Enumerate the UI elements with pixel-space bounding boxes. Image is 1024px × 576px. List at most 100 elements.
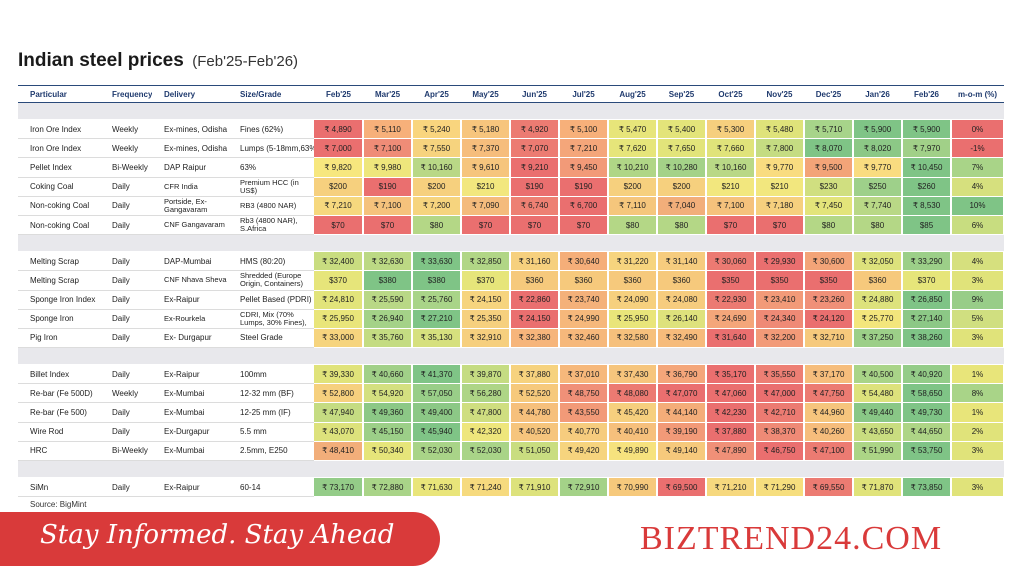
price-cell: ₹ 5,180 xyxy=(461,119,511,140)
price-cell: $80 xyxy=(657,215,707,236)
price-cell: $70 xyxy=(510,215,560,236)
column-header: Sep'25 xyxy=(657,85,706,103)
price-cell: ₹ 24,090 xyxy=(608,290,658,310)
delivery-cell: Ex-Mumbai xyxy=(152,383,228,404)
price-cell: $200 xyxy=(314,177,364,197)
price-cell: $200 xyxy=(412,177,462,197)
frequency-cell: Daily xyxy=(100,177,152,197)
mom-change-cell: 7% xyxy=(951,157,1005,178)
price-cell: ₹ 38,370 xyxy=(755,422,805,442)
price-cell: ₹ 37,010 xyxy=(559,364,609,385)
price-cell: ₹ 4,890 xyxy=(314,119,364,140)
mom-change-cell: 5% xyxy=(951,309,1005,329)
price-cell: ₹ 72,910 xyxy=(559,477,609,498)
price-cell: ₹ 32,050 xyxy=(853,251,903,272)
price-cell: $80 xyxy=(412,215,462,236)
column-header: Size/Grade xyxy=(228,85,314,103)
price-cell: ₹ 47,940 xyxy=(314,402,364,423)
price-cell: ₹ 30,600 xyxy=(804,251,854,272)
price-cell: ₹ 33,000 xyxy=(314,328,364,349)
column-header: Jul'25 xyxy=(559,85,608,103)
price-cell: ₹ 71,910 xyxy=(510,477,560,498)
price-cell: ₹ 43,070 xyxy=(314,422,364,442)
price-cell: ₹ 5,900 xyxy=(902,119,952,140)
grade-cell: 60-14 xyxy=(228,477,314,498)
price-cell: ₹ 69,550 xyxy=(804,477,854,498)
delivery-cell: Portside, Ex-Gangavaram xyxy=(152,196,228,216)
table-row: HRC Bi-Weekly Ex-Mumbai 2.5mm, E250 ₹ 48,410… xyxy=(18,441,1005,462)
price-cell: ₹ 8,070 xyxy=(804,138,854,159)
price-cell: ₹ 7,000 xyxy=(314,138,364,159)
page-title: Indian steel prices (Feb'25-Feb'26) xyxy=(18,50,298,76)
price-cell: ₹ 32,200 xyxy=(755,328,805,349)
price-cell: ₹ 29,930 xyxy=(755,251,805,272)
frequency-cell: Weekly xyxy=(100,138,152,159)
price-cell: ₹ 47,070 xyxy=(657,383,707,404)
price-cell: $360 xyxy=(559,270,609,291)
price-cell: ₹ 24,150 xyxy=(510,309,560,329)
mom-change-cell: -1% xyxy=(951,138,1005,159)
price-cell: $70 xyxy=(314,215,364,236)
price-cell: ₹ 49,440 xyxy=(853,402,903,423)
frequency-cell: Daily xyxy=(100,422,152,442)
frequency-cell: Bi-Weekly xyxy=(100,441,152,462)
price-cell: $70 xyxy=(461,215,511,236)
price-cell: ₹ 6,700 xyxy=(559,196,609,216)
price-cell: ₹ 7,620 xyxy=(608,138,658,159)
price-cell: $210 xyxy=(706,177,756,197)
price-cell: ₹ 10,450 xyxy=(902,157,952,178)
price-cell: ₹ 9,500 xyxy=(804,157,854,178)
table-row: Melting Scrap Daily DAP-Mumbai HMS (80:20) ₹… xyxy=(18,251,1005,272)
column-header: Feb'26 xyxy=(902,85,951,103)
price-cell: $370 xyxy=(902,270,952,291)
frequency-cell: Daily xyxy=(100,402,152,423)
mom-change-cell: 2% xyxy=(951,422,1005,442)
particular-cell: Wire Rod xyxy=(18,422,100,442)
price-cell: ₹ 50,340 xyxy=(363,441,413,462)
mom-change-cell: 6% xyxy=(951,215,1005,236)
price-cell: ₹ 7,210 xyxy=(314,196,364,216)
price-cell: $380 xyxy=(363,270,413,291)
price-cell: ₹ 51,050 xyxy=(510,441,560,462)
price-cell: ₹ 24,880 xyxy=(853,290,903,310)
price-cell: ₹ 5,100 xyxy=(559,119,609,140)
price-cell: ₹ 32,380 xyxy=(510,328,560,349)
particular-cell: Re-bar (Fe 500D) xyxy=(18,383,100,404)
price-cell: $70 xyxy=(755,215,805,236)
price-cell: ₹ 37,430 xyxy=(608,364,658,385)
price-cell: ₹ 26,850 xyxy=(902,290,952,310)
slogan-text: Stay Informed. Stay Ahead xyxy=(40,520,395,550)
table-row: Re-bar (Fe 500D) Weekly Ex-Mumbai 12-32 mm … xyxy=(18,383,1005,404)
price-cell: ₹ 27,140 xyxy=(902,309,952,329)
price-cell: ₹ 25,770 xyxy=(853,309,903,329)
frequency-cell: Daily xyxy=(100,290,152,310)
price-cell: ₹ 25,350 xyxy=(461,309,511,329)
price-cell: ₹ 7,550 xyxy=(412,138,462,159)
price-cell: ₹ 32,580 xyxy=(608,328,658,349)
price-cell: ₹ 7,110 xyxy=(608,196,658,216)
price-cell: ₹ 24,120 xyxy=(804,309,854,329)
price-cell: ₹ 46,750 xyxy=(755,441,805,462)
price-cell: ₹ 32,710 xyxy=(804,328,854,349)
price-cell: ₹ 22,930 xyxy=(706,290,756,310)
price-cell: $350 xyxy=(755,270,805,291)
price-cell: ₹ 32,400 xyxy=(314,251,364,272)
price-cell: ₹ 52,520 xyxy=(510,383,560,404)
price-cell: ₹ 9,770 xyxy=(853,157,903,178)
mom-change-cell: 3% xyxy=(951,477,1005,498)
frequency-cell: Daily xyxy=(100,196,152,216)
price-cell: ₹ 49,730 xyxy=(902,402,952,423)
price-cell: $350 xyxy=(804,270,854,291)
table-row: Coking Coal Daily CFR India Premium HCC (in… xyxy=(18,177,1005,197)
source-note: Source: BigMint xyxy=(30,500,87,509)
price-cell: ₹ 10,280 xyxy=(657,157,707,178)
price-cell: ₹ 52,030 xyxy=(461,441,511,462)
table-row: Pellet Index Bi-Weekly DAP Raipur 63% ₹ 9,82… xyxy=(18,157,1005,178)
price-cell: $360 xyxy=(510,270,560,291)
brand-logo-text: BIZTREND24.COM xyxy=(640,520,943,557)
price-cell: ₹ 33,290 xyxy=(902,251,952,272)
particular-cell: Iron Ore Index xyxy=(18,138,100,159)
price-cell: ₹ 26,940 xyxy=(363,309,413,329)
table-row: Wire Rod Daily Ex-Durgapur 5.5 mm ₹ 43,070 ₹ … xyxy=(18,422,1005,442)
price-cell: $360 xyxy=(608,270,658,291)
